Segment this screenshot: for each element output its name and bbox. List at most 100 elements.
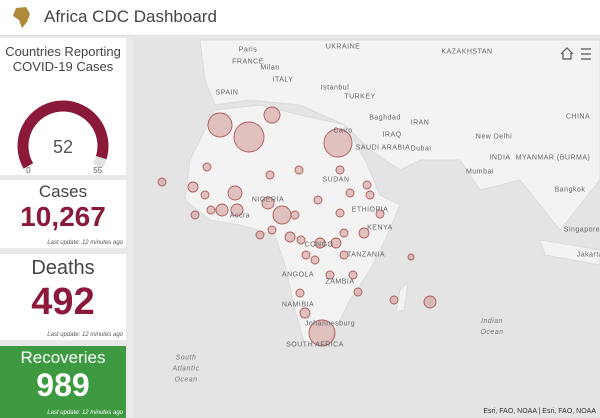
map-bubble bbox=[207, 112, 233, 138]
map-bubble bbox=[233, 121, 265, 153]
map-bubble bbox=[230, 203, 244, 217]
map-label: Milan bbox=[260, 64, 280, 72]
map-label: KAZAKHSTAN bbox=[441, 48, 493, 56]
map-bubble bbox=[339, 250, 349, 260]
map-label: CHINA bbox=[565, 113, 591, 121]
ocean-label: Indian Ocean bbox=[480, 318, 504, 336]
map-bubble bbox=[187, 181, 199, 193]
map-label: ANGOLA bbox=[281, 271, 315, 279]
land bbox=[184, 104, 401, 346]
map-label: New Delhi bbox=[475, 133, 513, 141]
deaths-value: 492 bbox=[31, 281, 95, 323]
map-label: SPAIN bbox=[215, 89, 239, 97]
map-bubble bbox=[265, 170, 275, 180]
countries-panel: Countries Reporting COVID-19 Cases 52 0 55 bbox=[0, 38, 126, 175]
land bbox=[199, 39, 600, 231]
map-label: Baghdad bbox=[369, 114, 401, 122]
attribution: Esri, FAO, NOAA | Esri, FAO, NOAA bbox=[483, 408, 596, 415]
map-bubble bbox=[389, 295, 399, 305]
deaths-panel: Deaths 492 Last update: 12 minutes ago bbox=[0, 254, 126, 340]
recoveries-value: 989 bbox=[36, 367, 90, 403]
panel-title: Deaths bbox=[31, 257, 95, 279]
ocean-label: South Atlantic Ocean bbox=[172, 354, 200, 384]
panel-title: Cases bbox=[38, 182, 88, 201]
header-title: Africa CDC Dashboard bbox=[44, 7, 217, 26]
map-label: SAUDI ARABIA bbox=[355, 144, 411, 152]
map-bubble bbox=[345, 188, 355, 198]
map-bubble bbox=[301, 250, 311, 260]
map-label: MYANMAR (BURMA) bbox=[515, 154, 591, 162]
map-bubble bbox=[294, 165, 304, 175]
map-bubble bbox=[200, 190, 210, 200]
gauge-value: 52 bbox=[53, 137, 73, 157]
map-bubble bbox=[206, 205, 216, 215]
map-bubble bbox=[348, 270, 358, 280]
map-label: ITALY bbox=[272, 76, 294, 84]
map-label: Bangkok bbox=[554, 186, 586, 194]
map-label: Paris bbox=[238, 46, 258, 54]
gauge-min: 0 bbox=[26, 166, 31, 175]
map-label: NIGERIA bbox=[251, 196, 285, 204]
map-label: FRANCE bbox=[232, 58, 264, 66]
panel-title: Countries Reporting COVID-19 Cases bbox=[5, 44, 121, 74]
map-label: Istanbul bbox=[320, 84, 350, 92]
map-label: Singapore bbox=[563, 226, 600, 234]
map-bubble bbox=[407, 253, 415, 261]
map-bubble bbox=[190, 210, 200, 220]
map-bubble bbox=[202, 162, 212, 172]
map-label: Dubai bbox=[410, 145, 432, 153]
map-bubble bbox=[330, 237, 342, 249]
map-label: KENYA bbox=[367, 224, 393, 232]
last-update: Last update: 12 minutes ago bbox=[47, 240, 123, 246]
map-bubble bbox=[284, 231, 296, 243]
map-label: ZAMBIA bbox=[325, 278, 355, 286]
map-bubble bbox=[335, 165, 345, 175]
map-label: ETHIOPIA bbox=[351, 206, 389, 214]
header: Africa CDC Dashboard bbox=[0, 0, 600, 36]
map-bubble bbox=[314, 237, 326, 249]
recoveries-panel: Recoveries 989 Last update: 12 minutes a… bbox=[0, 346, 126, 418]
map-bubble bbox=[362, 180, 372, 190]
land bbox=[395, 280, 409, 313]
map-bubble bbox=[299, 307, 311, 319]
last-update: Last update: 12 minutes ago bbox=[47, 332, 123, 338]
map-label: UKRAINE bbox=[325, 43, 361, 51]
map: Paris UKRAINE FRANCE Milan ITALY Istanbul SPAI… bbox=[133, 38, 600, 418]
gauge-fill bbox=[17, 100, 109, 169]
map-bubble bbox=[267, 225, 277, 235]
land bbox=[539, 239, 600, 266]
map-bubble bbox=[313, 195, 323, 205]
map-bubble bbox=[323, 128, 353, 158]
map-bubble bbox=[353, 287, 363, 297]
map-bubble bbox=[263, 106, 281, 124]
cases-value: 10,267 bbox=[20, 201, 106, 232]
map-bubble bbox=[375, 209, 385, 219]
map-label: Accra bbox=[229, 212, 251, 220]
map-bubble bbox=[308, 319, 336, 347]
map-label: CONGO bbox=[304, 241, 334, 249]
map-label: SUDAN bbox=[322, 176, 350, 184]
map-bubble bbox=[296, 235, 306, 245]
map-label: Jakarta bbox=[576, 251, 600, 259]
map-canvas bbox=[157, 39, 600, 347]
map-label: Mumbai bbox=[466, 168, 494, 176]
map-bubble bbox=[261, 196, 275, 210]
map-bubble bbox=[358, 227, 370, 239]
map-label: INDIA bbox=[489, 154, 511, 162]
map-label: Johannesburg bbox=[304, 320, 356, 328]
last-update: Last update: 12 minutes ago bbox=[47, 410, 123, 416]
map-bubble bbox=[290, 210, 300, 220]
map-bubble bbox=[423, 295, 437, 309]
map-tools[interactable] bbox=[560, 47, 591, 60]
map-bubble bbox=[295, 288, 305, 298]
gauge: 52 0 55 bbox=[17, 100, 109, 175]
cases-panel: Cases 10,267 Last update: 12 minutes ago bbox=[0, 180, 126, 248]
map-bubble bbox=[339, 228, 349, 238]
map-bubble bbox=[227, 185, 243, 201]
map-label: TANZANIA bbox=[346, 251, 386, 259]
map-bubble bbox=[310, 255, 320, 265]
panel-title: Recoveries bbox=[20, 348, 106, 367]
map-bubble bbox=[335, 208, 345, 218]
gauge-max: 55 bbox=[93, 166, 102, 175]
